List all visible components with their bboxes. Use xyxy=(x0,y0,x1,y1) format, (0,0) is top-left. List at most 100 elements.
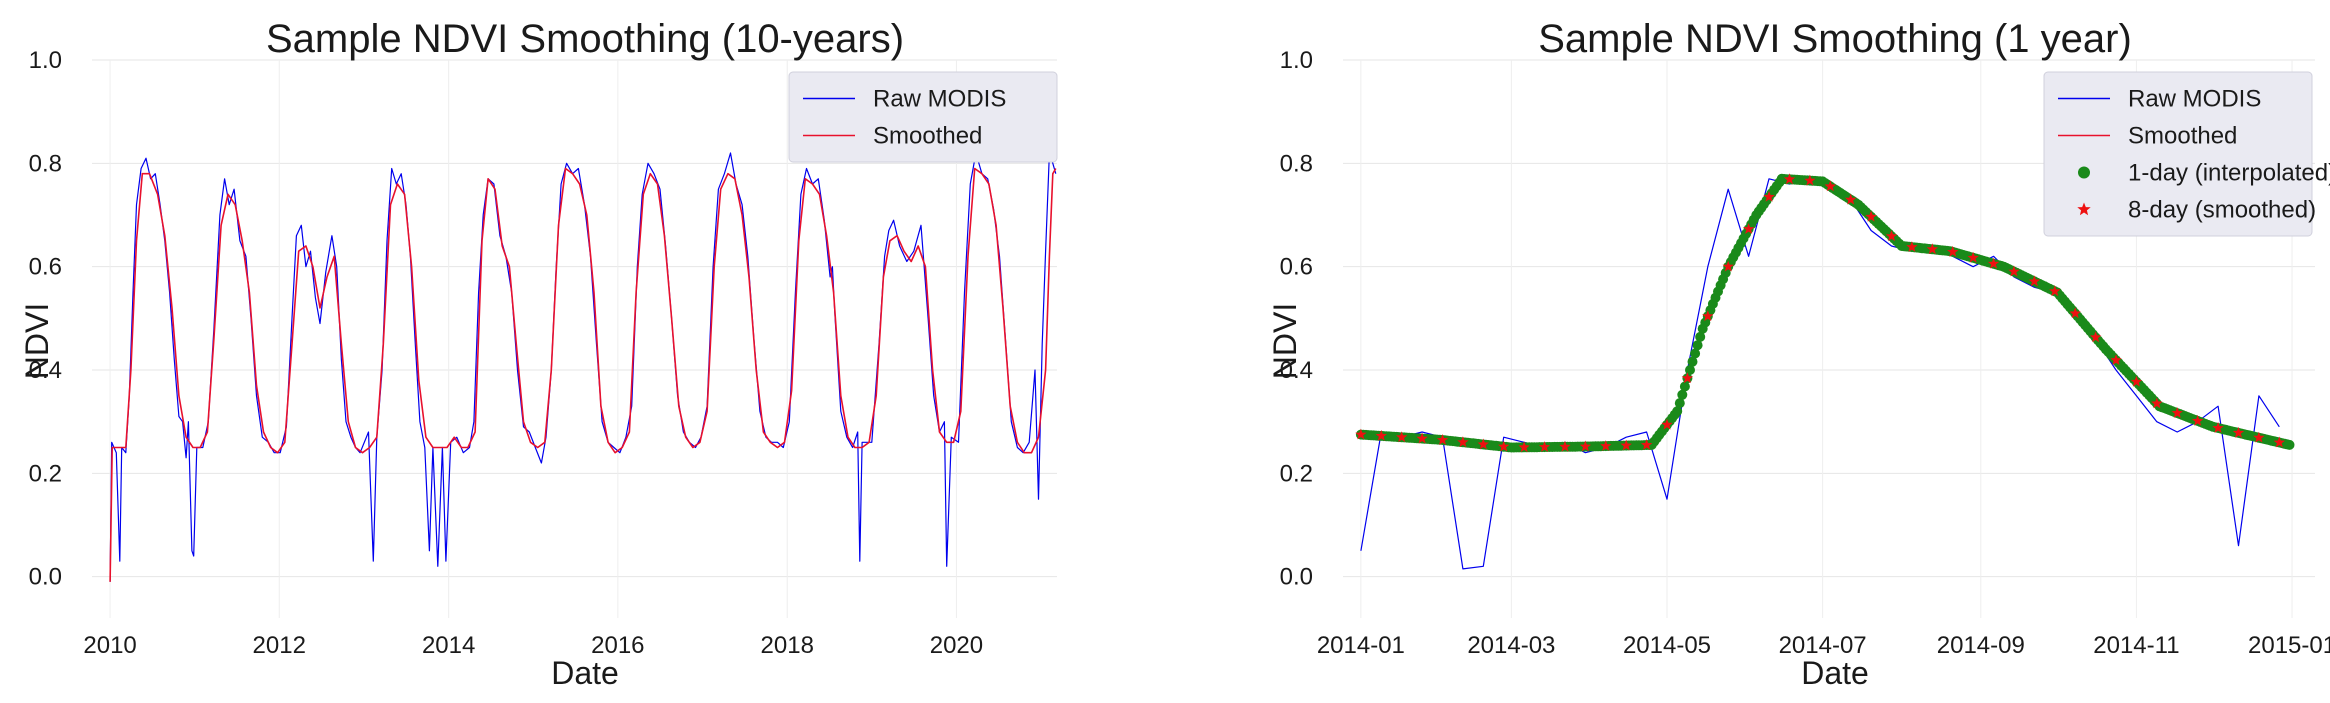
data-point xyxy=(1355,428,1367,440)
data-point xyxy=(1416,432,1428,444)
data-point xyxy=(2284,439,2295,450)
data-point xyxy=(1763,190,1775,202)
y-tick-label: 0.8 xyxy=(29,150,62,177)
data-point xyxy=(1677,389,1688,400)
y-axis-label-1-year: NDVI xyxy=(1267,303,1303,379)
data-point xyxy=(1661,418,1673,430)
data-point xyxy=(1685,365,1695,375)
data-point xyxy=(1987,257,2000,269)
x-tick-label: 2014-11 xyxy=(2093,632,2179,659)
x-tick-label: 2012 xyxy=(253,632,306,659)
data-point xyxy=(1885,230,1898,242)
data-point xyxy=(1375,429,1387,441)
x-tick-labels-1-year: 2014-01 2014-03 2014-05 2014-07 2014-09 2014-… xyxy=(1317,632,2330,659)
legend-swatch xyxy=(2078,166,2090,179)
legend-box xyxy=(2043,71,2313,237)
data-point xyxy=(1722,260,1734,272)
data-point xyxy=(2212,422,2224,433)
y-axis-label-10-years: NDVI xyxy=(19,303,55,379)
x-tick-label: 2014 xyxy=(422,632,475,659)
data-point xyxy=(1396,431,1408,443)
x-tick-label: 2020 xyxy=(930,632,983,659)
x-tick-label: 2018 xyxy=(761,632,814,659)
y-tick-label: 0.4 xyxy=(29,357,62,384)
y-tick-label: 1.0 xyxy=(1280,47,1313,74)
x-tick-label: 2014-03 xyxy=(1467,632,1555,659)
y-tick-label: 0.0 xyxy=(29,564,62,591)
x-tick-label: 2015-01 xyxy=(2248,632,2330,659)
x-axis-label-10-years: Date xyxy=(551,655,619,691)
chart-10-years: 0.00.20.40.60.81.0 2010 2012 2014 2016 2018 2… xyxy=(19,17,1058,691)
data-point xyxy=(1674,398,1685,409)
data-point xyxy=(1690,348,1701,359)
data-point xyxy=(1845,193,1857,205)
y-tick-label: 1.0 xyxy=(29,47,62,74)
data-point xyxy=(2232,426,2245,438)
data-point xyxy=(1926,243,1938,255)
data-point xyxy=(1681,372,1694,384)
y-tick-labels-1-year: 0.0 0.2 0.4 0.6 0.8 1.0 xyxy=(1280,47,1313,591)
series-markers-8-day-smoothed xyxy=(1355,173,2285,453)
y-tick-labels-10-years: 0.0 0.2 0.4 0.6 0.8 1.0 xyxy=(29,47,62,591)
data-point xyxy=(1436,434,1449,445)
x-tick-label: 2016 xyxy=(591,632,644,659)
series-10-years xyxy=(109,152,1057,582)
series-line-smoothed xyxy=(109,167,1057,582)
data-point xyxy=(1687,356,1698,367)
x-tick-labels-10-years: 2010 2012 2014 2016 2018 2020 xyxy=(83,632,983,659)
x-tick-label: 2014-07 xyxy=(1779,632,1867,659)
data-point xyxy=(2151,397,2163,409)
data-point xyxy=(1620,439,1632,451)
data-point xyxy=(1518,441,1530,453)
data-point xyxy=(1967,251,1979,263)
chart-1-year: 0.0 0.2 0.4 0.6 0.8 1.0 2014-01 2014-03 2014-05… xyxy=(1267,17,2330,691)
data-point xyxy=(1865,210,1877,222)
data-point xyxy=(1947,245,1959,257)
data-point xyxy=(2191,414,2204,426)
data-point xyxy=(1692,340,1703,351)
data-point xyxy=(1538,441,1551,452)
data-point xyxy=(2089,331,2102,343)
series-1-year xyxy=(1355,173,2295,570)
legend-label: 8-day (smoothed) xyxy=(2128,197,2316,224)
y-tick-label: 0.6 xyxy=(1280,254,1313,281)
data-point xyxy=(2130,375,2143,387)
data-point xyxy=(1640,439,1653,450)
data-point xyxy=(1695,331,1706,342)
data-point xyxy=(1579,440,1592,452)
data-point xyxy=(2008,265,2020,277)
data-point xyxy=(1477,438,1489,450)
y-tick-label: 0.8 xyxy=(1280,150,1313,177)
legend-1-year: Raw MODIS Smoothed 1-day (interpolated) 8-d… xyxy=(2043,71,2330,237)
chart-title-1-year: Sample NDVI Smoothing (1 year) xyxy=(1538,17,2132,61)
data-point xyxy=(1457,436,1469,448)
legend-label: Smoothed xyxy=(873,123,982,150)
chart-title-10-years: Sample NDVI Smoothing (10-years) xyxy=(266,17,904,61)
legend-box xyxy=(788,71,1058,163)
legend-label: 1-day (interpolated) xyxy=(2128,160,2330,187)
data-point xyxy=(1672,406,1683,417)
gridlines-1-year xyxy=(1343,59,2315,618)
x-tick-label: 2010 xyxy=(83,632,136,659)
data-point xyxy=(1702,310,1714,322)
x-axis-label-1-year: Date xyxy=(1801,655,1869,691)
x-tick-label: 2014-09 xyxy=(1937,632,2025,659)
y-tick-label: 0.2 xyxy=(1280,460,1313,487)
data-point xyxy=(1742,223,1755,234)
y-tick-label: 0.0 xyxy=(1280,564,1313,591)
data-point xyxy=(2028,275,2041,287)
data-point xyxy=(2069,307,2081,319)
gridlines-10-years xyxy=(92,59,1057,618)
data-point xyxy=(1679,381,1690,392)
legend-label: Raw MODIS xyxy=(2128,86,2261,113)
data-point xyxy=(1804,174,1816,186)
y-tick-label: 0.4 xyxy=(1280,357,1313,384)
data-point xyxy=(1498,440,1510,452)
x-tick-label: 2014-01 xyxy=(1317,632,1405,659)
data-point xyxy=(1783,173,1796,185)
legend-label: Smoothed xyxy=(2128,123,2237,150)
data-point xyxy=(1600,440,1612,451)
legend-10-years: Raw MODIS Smoothed xyxy=(788,71,1058,163)
series-markers-1-day-interpolated xyxy=(1355,173,2295,453)
